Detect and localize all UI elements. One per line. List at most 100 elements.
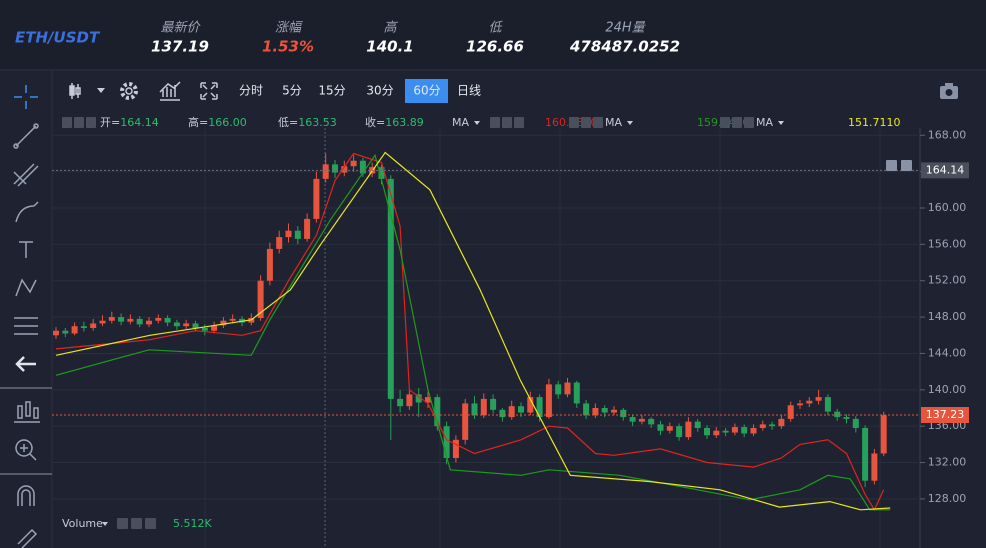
candle-body bbox=[676, 426, 683, 438]
candle-body bbox=[322, 164, 329, 179]
legend-icon[interactable] bbox=[86, 117, 96, 128]
candle-body bbox=[294, 230, 301, 239]
ma-line bbox=[55, 153, 891, 511]
brush-tool[interactable] bbox=[15, 201, 39, 223]
legend-name[interactable]: MA bbox=[452, 116, 469, 129]
screenshot[interactable] bbox=[940, 83, 958, 99]
candle-body bbox=[834, 411, 841, 418]
dropdown[interactable] bbox=[97, 88, 105, 93]
candle-body bbox=[452, 439, 459, 458]
fib-tool[interactable] bbox=[14, 317, 38, 335]
pair[interactable]: ETH/USDT bbox=[15, 29, 101, 47]
candle-body bbox=[136, 318, 143, 325]
legend-icon[interactable] bbox=[502, 117, 512, 128]
ohlc-text: 收=163.89 bbox=[365, 115, 424, 129]
channel-tool[interactable] bbox=[13, 163, 39, 187]
candle-body bbox=[536, 397, 543, 418]
ohlc-text: 低=163.53 bbox=[278, 116, 337, 129]
candle-body bbox=[62, 330, 69, 334]
interval[interactable]: 日线 bbox=[457, 84, 481, 98]
volume-icon[interactable] bbox=[117, 518, 128, 529]
legend-name[interactable]: MA bbox=[756, 116, 773, 129]
candle-body bbox=[146, 320, 152, 325]
interval[interactable]: 30分 bbox=[366, 84, 393, 98]
settings[interactable] bbox=[120, 82, 138, 100]
candle-body bbox=[211, 325, 218, 331]
dropdown[interactable] bbox=[102, 522, 108, 526]
legend-value: 151.7110 bbox=[848, 116, 901, 129]
candle-body bbox=[815, 397, 822, 401]
volume-icon[interactable] bbox=[145, 518, 156, 529]
candle-body bbox=[480, 398, 487, 416]
line-tool[interactable] bbox=[13, 123, 39, 149]
dropdown[interactable] bbox=[474, 121, 480, 125]
button[interactable] bbox=[886, 160, 897, 171]
interval[interactable]: 5分 bbox=[282, 84, 302, 98]
ohlc-label: 开= bbox=[100, 116, 120, 129]
candle-body bbox=[787, 405, 794, 419]
y-tick-label: 128.00 bbox=[928, 492, 967, 505]
candle-body bbox=[378, 167, 385, 179]
price-label: 164.14 bbox=[926, 163, 965, 176]
candle-body bbox=[648, 418, 655, 425]
volume-name[interactable]: Volume bbox=[62, 517, 103, 530]
fullscreen[interactable] bbox=[200, 82, 218, 100]
zoom-tool[interactable] bbox=[15, 439, 37, 461]
volume-icon[interactable] bbox=[131, 518, 142, 529]
candle-body bbox=[564, 382, 571, 395]
candle-body bbox=[304, 218, 311, 239]
y-tick-label: 160.00 bbox=[928, 201, 967, 214]
crosshair-tool[interactable] bbox=[14, 85, 38, 109]
candle-body bbox=[220, 320, 227, 326]
candle-body bbox=[425, 397, 431, 403]
candle-body bbox=[824, 397, 831, 412]
candle-body bbox=[332, 164, 338, 173]
legend-icon[interactable] bbox=[593, 117, 603, 128]
stat-value: 140.1 bbox=[366, 38, 413, 56]
interval[interactable]: 60分 bbox=[413, 84, 440, 98]
candle-body bbox=[387, 178, 394, 399]
legend-icon[interactable] bbox=[569, 117, 579, 128]
candle-body bbox=[415, 394, 422, 403]
legend-icon[interactable] bbox=[732, 117, 742, 128]
candle-body bbox=[397, 398, 404, 407]
ohlc-value: 163.89 bbox=[385, 116, 424, 129]
legend-icon[interactable] bbox=[514, 117, 524, 128]
y-tick-label: 148.00 bbox=[928, 310, 967, 323]
candle-body bbox=[257, 280, 264, 318]
interval[interactable]: 15分 bbox=[318, 84, 345, 98]
candle-body bbox=[471, 403, 478, 416]
candle-body bbox=[797, 403, 803, 406]
legend-icon[interactable] bbox=[744, 117, 754, 128]
indicators[interactable] bbox=[159, 81, 181, 101]
interval[interactable]: 分时 bbox=[239, 84, 263, 98]
active-interval-bg bbox=[405, 79, 448, 103]
magnet-tool[interactable] bbox=[17, 485, 35, 506]
candle-type[interactable] bbox=[69, 83, 81, 99]
candle-body bbox=[806, 400, 813, 404]
legend-icon[interactable] bbox=[490, 117, 500, 128]
legend-icon[interactable] bbox=[720, 117, 730, 128]
dropdown[interactable] bbox=[778, 121, 784, 125]
price-badge bbox=[921, 407, 969, 423]
legend-name[interactable]: MA bbox=[605, 116, 622, 129]
ohlc-value: 164.14 bbox=[120, 116, 159, 129]
back-tool[interactable] bbox=[15, 356, 36, 372]
pencil-tool[interactable] bbox=[17, 528, 38, 548]
button[interactable] bbox=[901, 160, 912, 171]
header-bar bbox=[0, 0, 986, 69]
pattern-tool[interactable] bbox=[15, 278, 37, 297]
candle-body bbox=[657, 424, 664, 431]
text-tool[interactable] bbox=[19, 241, 33, 258]
dropdown[interactable] bbox=[627, 121, 633, 125]
candle-body bbox=[443, 426, 450, 458]
candle-tool[interactable] bbox=[14, 401, 40, 423]
legend-icon[interactable] bbox=[581, 117, 591, 128]
legend: 开=164.14高=166.00低=163.53收=163.89MA160.88… bbox=[62, 115, 901, 129]
candle-body bbox=[666, 426, 673, 431]
legend-icon[interactable] bbox=[74, 117, 84, 128]
legend-icon[interactable] bbox=[62, 117, 72, 128]
stat-label: 高 bbox=[383, 21, 398, 36]
